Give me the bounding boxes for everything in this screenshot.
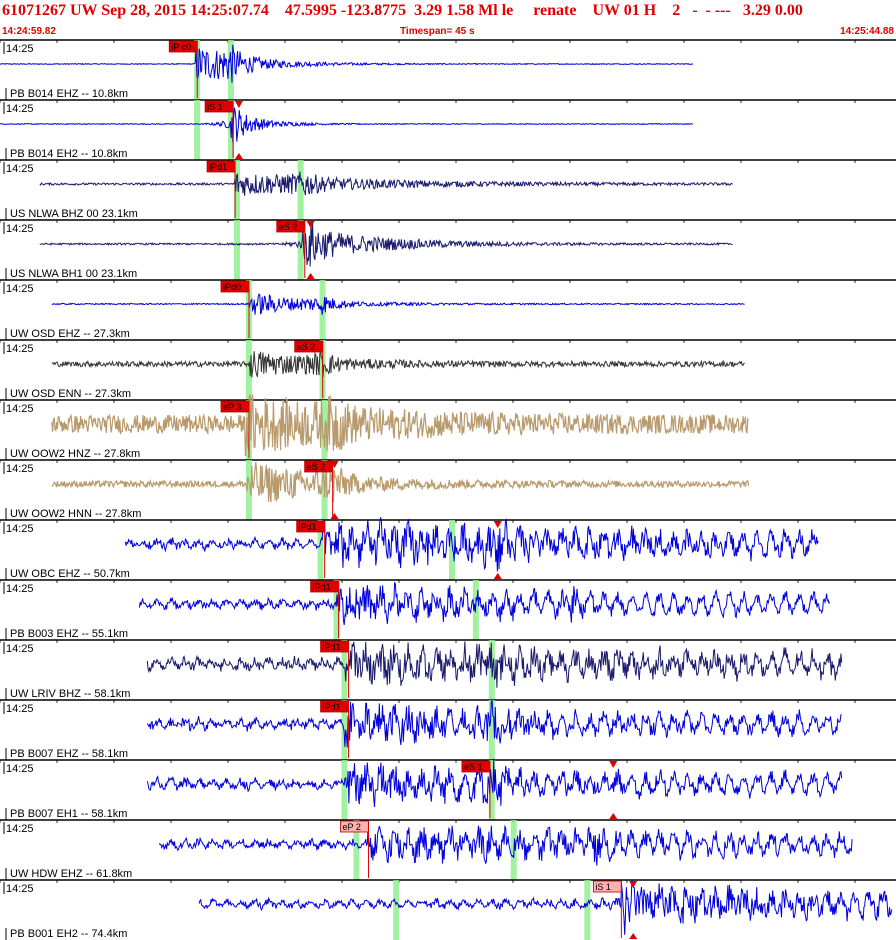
phase-pick-label: iS 1 [207,102,223,112]
phase-marker [245,340,252,400]
trace-time-label: 14:25 [6,463,34,475]
pick-arrow-down [306,221,315,228]
trace-station-label: US NLWA BH1 00 23.1km [10,268,137,280]
waveform-trace [51,349,745,378]
pick-arrow-down [330,461,339,468]
waveform-trace [51,393,750,457]
phase-pick-label: iPd1 [209,162,227,172]
pick-arrow-down [629,881,638,888]
trace-time-label: 14:25 [6,403,34,415]
phase-pick-label: iPd1 [313,582,331,592]
pick-arrow-down [493,521,502,528]
waveform-trace [146,641,843,688]
waveform-trace [0,107,693,143]
phase-marker [393,880,400,940]
trace-station-label: PB B014 EH2 -- 10.8km [10,148,127,160]
phase-marker [317,520,324,580]
phase-marker [448,520,455,580]
trace-station-label: UW OOW2 HNN -- 27.8km [10,508,141,520]
trace-time-label: 14:25 [6,163,34,175]
trace-time-label: 14:25 [6,523,34,535]
header: 61071267 UW Sep 28, 2015 14:25:07.74 47.… [0,0,896,40]
waveform-trace [39,171,733,196]
waveform-trace [146,758,843,808]
phase-pick-label: iP c0 [171,42,191,52]
pick-arrow-up [330,513,339,519]
trace-station-label: PB B007 EHZ -- 58.1km [10,748,128,760]
phase-marker [341,760,348,820]
phase-marker [333,580,340,640]
trace-station-label: UW OBC EHZ -- 50.7km [10,568,130,580]
trace-time-label: 14:25 [6,283,34,295]
waveform-trace [198,879,893,935]
phase-pick-label: eS 2 [297,342,316,352]
phase-pick-label: iPd0 [223,282,241,292]
phase-pick-label: eP 2 [342,822,360,832]
phase-marker [194,100,201,160]
trace-time-label: 14:25 [6,763,34,775]
event-title: 61071267 UW Sep 28, 2015 14:25:07.74 47.… [2,2,803,19]
phase-marker [245,460,252,520]
phase-pick-label: iPd1 [299,522,317,532]
phase-pick-label: iPd1 [323,642,341,652]
trace-station-label: UW OSD EHZ -- 27.3km [10,328,130,340]
start-time: 14:24:59.82 [2,26,56,37]
phase-marker [488,760,495,820]
phase-pick-label: eS 2 [279,222,298,232]
trace-station-label: PB B003 EHZ -- 55.1km [10,628,128,640]
pick-arrow-up [629,933,638,939]
phase-marker [297,220,304,280]
trace-station-label: UW OSD ENN -- 27.3km [10,388,131,400]
trace-time-label: 14:25 [6,583,34,595]
trace-station-label: UW HDW EHZ -- 61.8km [10,868,132,880]
trace-time-label: 14:25 [6,43,34,55]
trace-time-label: 14:25 [6,223,34,235]
pick-arrow-down [234,101,243,108]
trace-time-label: 14:25 [6,103,34,115]
phase-marker [341,700,348,760]
phase-marker [297,160,304,220]
pick-arrow-up [609,813,618,819]
pick-arrow-up [493,573,502,579]
trace-time-label: 14:25 [6,643,34,655]
phase-marker [488,700,495,760]
trace-time-label: 14:25 [6,703,34,715]
waveform-trace [146,698,842,748]
phase-marker [341,640,348,700]
waveform-trace [51,461,750,503]
phase-marker [233,160,240,220]
waveform-trace [51,293,745,315]
waveform-trace [138,582,831,625]
phase-pick-label: eP 3 [223,402,241,412]
pick-arrow-up [306,273,315,279]
end-time: 14:25:44.88 [840,26,894,37]
timespan-label: Timespan= 45 s [400,26,475,37]
phase-pick-label: eS 2 [307,462,326,472]
trace-time-label: 14:25 [6,823,34,835]
phase-pick-label: iPd1 [323,702,341,712]
waveform-trace [39,220,733,267]
waveform-trace [0,44,694,83]
phase-marker [353,820,360,880]
phase-marker [584,880,591,940]
trace-station-label: UW LRIV BHZ -- 58.1km [10,688,130,700]
phase-marker [233,220,240,280]
trace-station-label: UW OOW2 HNZ -- 27.8km [10,448,140,460]
pick-arrow-down [609,761,618,768]
waveform-trace [158,824,853,866]
trace-station-label: PB B001 EH2 -- 74.4km [10,928,127,940]
trace-station-label: PB B007 EH1 -- 58.1km [10,808,127,820]
trace-time-label: 14:25 [6,343,34,355]
phase-pick-label: iS 1 [595,882,611,892]
waveform-trace [124,517,819,572]
phase-pick-label: eS 1 [464,762,483,772]
trace-time-label: 14:25 [6,883,34,895]
trace-station-label: US NLWA BHZ 00 23.1km [10,208,138,220]
trace-station-label: PB B014 EHZ -- 10.8km [10,88,128,100]
pick-arrow-up [234,153,243,159]
